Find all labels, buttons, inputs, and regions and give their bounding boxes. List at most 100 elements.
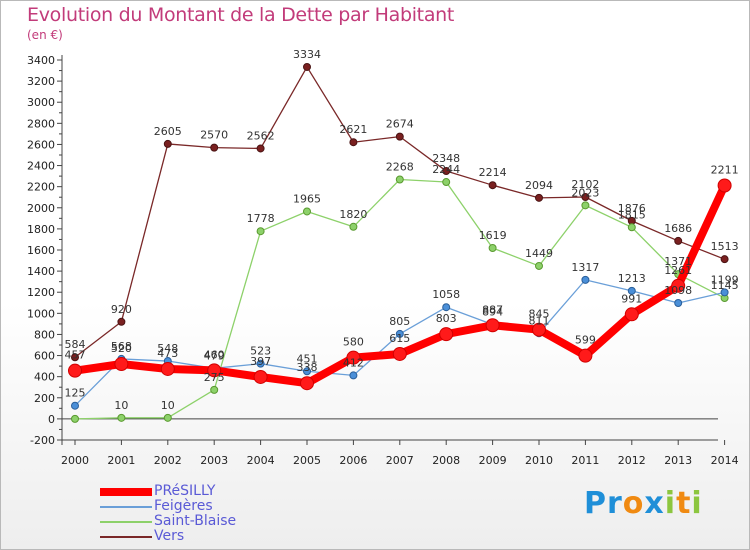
data-label-pr-silly: 599 xyxy=(575,334,596,347)
y-tick-label: -200 xyxy=(30,434,55,447)
data-label-feig-res: 412 xyxy=(343,356,364,369)
point-vers xyxy=(674,236,683,245)
data-label-pr-silly: 460 xyxy=(204,348,225,361)
data-label-saint-blaise: 1815 xyxy=(618,208,646,221)
point-saint-blaise xyxy=(395,175,404,184)
point-pr-silly xyxy=(392,346,407,361)
point-pr-silly xyxy=(578,348,593,363)
point-vers xyxy=(210,143,219,152)
legend-label: Saint-Blaise xyxy=(154,513,237,529)
point-feig-res xyxy=(442,303,451,312)
point-feig-res xyxy=(256,359,265,368)
data-label-pr-silly: 845 xyxy=(529,308,550,321)
point-pr-silly xyxy=(160,361,175,376)
y-tick-label: 0 xyxy=(48,413,55,426)
data-label-vers: 2674 xyxy=(386,118,414,131)
point-saint-blaise xyxy=(488,243,497,252)
data-label-pr-silly: 457 xyxy=(65,349,86,362)
data-label-saint-blaise: 1820 xyxy=(339,208,367,221)
data-label-saint-blaise: 1449 xyxy=(525,247,553,260)
data-label-layer: 584 920 2605 2570 2562 3334 2621 2674 2348 2214 20… xyxy=(65,48,739,412)
point-pr-silly xyxy=(671,278,686,293)
data-label-feig-res: 568 xyxy=(111,340,132,353)
y-tick-label: 600 xyxy=(34,350,55,363)
y-tick-label: 1000 xyxy=(27,307,55,320)
data-label-feig-res: 1317 xyxy=(571,261,599,274)
data-label-vers: 2214 xyxy=(479,166,507,179)
y-tick-label: 3200 xyxy=(27,75,55,88)
data-label-vers: 2348 xyxy=(432,152,460,165)
data-label-feig-res: 1098 xyxy=(664,284,692,297)
point-vers xyxy=(442,167,451,176)
point-saint-blaise xyxy=(210,385,219,394)
point-saint-blaise xyxy=(535,261,543,270)
axes: -200 0 200 400 600 800 1000 1200 1400 1600 1800 200… xyxy=(27,54,739,467)
data-label-saint-blaise: 2268 xyxy=(386,160,414,173)
legend-label: PRéSILLY xyxy=(154,483,216,499)
x-tick-label: 2011 xyxy=(571,454,599,467)
point-vers xyxy=(303,62,311,71)
data-label-pr-silly: 338 xyxy=(297,361,318,374)
data-label-pr-silly: 803 xyxy=(436,312,457,325)
y-tick-label: 2800 xyxy=(27,117,55,130)
point-vers xyxy=(163,139,172,148)
point-feig-res xyxy=(349,371,358,380)
x-tick-label: 2007 xyxy=(386,454,414,467)
series-layer xyxy=(68,62,732,423)
point-pr-silly xyxy=(624,307,639,322)
y-tick-label: 800 xyxy=(34,328,55,341)
data-label-feig-res: 479 xyxy=(204,349,225,362)
x-tick-label: 2006 xyxy=(339,454,367,467)
data-label-pr-silly: 397 xyxy=(250,355,271,368)
legend-swatch xyxy=(100,488,152,496)
x-tick-label: 2012 xyxy=(618,454,646,467)
point-feig-res xyxy=(720,288,729,297)
y-tick-label: 1600 xyxy=(27,244,55,257)
point-feig-res xyxy=(303,367,311,376)
data-label-feig-res: 1213 xyxy=(618,272,646,285)
legend-swatch xyxy=(100,536,152,538)
legend-swatch xyxy=(100,506,152,508)
data-label-saint-blaise: 10 xyxy=(114,399,128,412)
data-label-vers: 2094 xyxy=(525,179,553,192)
data-label-feig-res: 548 xyxy=(157,342,178,355)
data-label-feig-res: 894 xyxy=(482,306,503,319)
point-pr-silly xyxy=(532,322,546,337)
x-tick-label: 2014 xyxy=(711,454,739,467)
data-label-saint-blaise: 1371 xyxy=(664,255,692,268)
point-feig-res xyxy=(674,298,683,307)
legend-item-vers: Vers xyxy=(100,528,300,544)
point-saint-blaise xyxy=(256,227,265,236)
y-tick-label: 200 xyxy=(34,392,55,405)
data-label-vers: 1513 xyxy=(711,240,739,253)
point-vers xyxy=(581,193,590,202)
point-pr-silly xyxy=(114,357,129,371)
point-pr-silly xyxy=(253,369,268,384)
y-tick-label: 2600 xyxy=(27,138,55,151)
data-label-pr-silly: 991 xyxy=(621,292,642,305)
point-vers xyxy=(256,144,265,153)
y-tick-label: 3000 xyxy=(27,96,55,109)
data-label-feig-res: 125 xyxy=(65,387,86,400)
point-feig-res xyxy=(581,275,590,284)
data-label-pr-silly: 2211 xyxy=(711,164,739,177)
y-tick-label: 1200 xyxy=(27,286,55,299)
point-pr-silly xyxy=(207,363,222,378)
data-label-feig-res: 1058 xyxy=(432,288,460,301)
x-tick-label: 2000 xyxy=(61,454,89,467)
point-vers xyxy=(395,132,404,141)
data-label-saint-blaise: 10 xyxy=(161,399,175,412)
x-tick-label: 2005 xyxy=(293,454,321,467)
point-pr-silly xyxy=(300,376,314,391)
point-vers xyxy=(535,193,543,202)
point-pr-silly xyxy=(346,350,361,365)
data-label-pr-silly: 887 xyxy=(482,303,503,316)
point-saint-blaise xyxy=(303,207,311,216)
point-vers xyxy=(720,255,729,264)
point-saint-blaise xyxy=(163,413,172,422)
data-label-vers: 2621 xyxy=(339,123,367,136)
data-label-feig-res: 523 xyxy=(250,345,271,358)
data-label-saint-blaise: 1145 xyxy=(711,279,739,292)
